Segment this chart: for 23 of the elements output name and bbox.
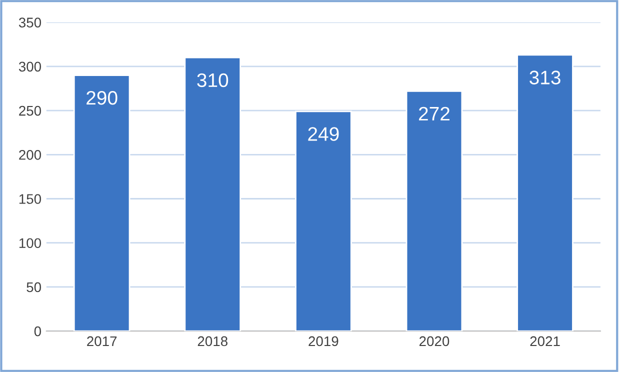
bar: [73, 74, 130, 332]
data-label: 313: [530, 70, 560, 84]
data-label: 310: [197, 73, 228, 88]
x-tick-label: 2020: [419, 336, 450, 346]
x-tick-label: 2021: [530, 336, 560, 346]
y-tick-label: 350: [18, 18, 42, 28]
bar: [184, 56, 242, 332]
x-tick-label: 2018: [198, 336, 228, 346]
y-tick-label: 50: [26, 282, 42, 292]
y-tick-label: 100: [19, 238, 42, 248]
bar: [406, 90, 463, 332]
y-tick-label: 150: [19, 194, 42, 204]
x-tick-label: 2019: [308, 336, 338, 346]
data-label: 272: [418, 106, 450, 120]
y-tick-label: 250: [19, 106, 42, 116]
x-tick-label: 2017: [87, 336, 117, 346]
bar: [295, 110, 352, 332]
data-label: 249: [308, 127, 339, 141]
y-tick-label: 0: [34, 326, 42, 336]
data-label: 290: [86, 90, 118, 105]
y-tick-label: 300: [18, 62, 42, 72]
y-tick-label: 200: [19, 150, 42, 160]
bar: [516, 54, 574, 332]
